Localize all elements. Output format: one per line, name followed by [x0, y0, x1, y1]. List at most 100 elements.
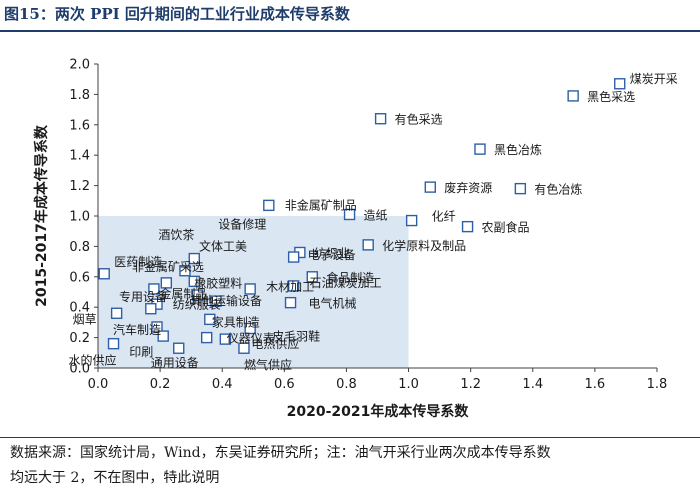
data-point [200, 331, 213, 344]
point-label: 专用设备 [119, 289, 167, 304]
data-point [287, 280, 300, 292]
x-tick-label: 1.0 [398, 377, 419, 392]
y-tick-label: 1.0 [69, 210, 90, 225]
data-point [474, 143, 486, 155]
data-point [238, 342, 250, 354]
data-point [514, 182, 527, 195]
x-tick-label: 0.0 [88, 377, 109, 392]
point-label: 酒饮茶 [158, 227, 194, 242]
x-tick-label: 1.8 [647, 377, 668, 392]
data-point [107, 337, 120, 350]
data-point [306, 271, 318, 283]
data-point [191, 289, 204, 301]
data-point [210, 295, 222, 307]
data-point [148, 283, 160, 295]
y-tick-label: 1.6 [69, 118, 90, 133]
point-label: 黑色采选 [587, 90, 635, 104]
point-label: 石油煤炭加工 [310, 276, 382, 290]
point-label: 印刷 [129, 345, 153, 359]
point-label: 木材加工 [266, 280, 314, 294]
data-point [461, 220, 474, 233]
x-tick-label: 0.6 [274, 377, 295, 392]
data-point [151, 321, 163, 333]
x-tick-label: 1.4 [522, 377, 543, 392]
data-point [160, 277, 173, 289]
point-label: 化纤 [432, 210, 456, 224]
x-tick-label: 1.2 [460, 377, 481, 392]
point-label: 非金属矿采选 [132, 259, 204, 274]
point-label: 造纸 [364, 208, 388, 222]
point-label: 医药制造 [114, 255, 162, 269]
y-tick-label: 2.0 [69, 58, 90, 73]
point-label: 汽车制造 [113, 322, 161, 337]
x-tick-label: 0.4 [212, 377, 233, 392]
point-label: 非金属矿制品 [285, 197, 357, 212]
data-point [405, 214, 418, 227]
point-label: 煤炭开采 [630, 72, 678, 86]
point-label: 农副食品 [482, 220, 530, 235]
point-label: 皮毛羽鞋 [272, 328, 320, 343]
data-point [188, 252, 200, 265]
point-label: 有色采选 [395, 113, 443, 127]
data-point [287, 251, 300, 263]
data-point [110, 307, 123, 319]
data-point [188, 275, 200, 288]
data-point [179, 265, 191, 277]
point-label: 烟草 [73, 312, 97, 326]
source-line-2: 均远大于 2，不在图中，特此说明 [10, 470, 220, 486]
data-point [98, 268, 110, 280]
source-line-1: 数据来源：国家统计局，Wind，东吴证券研究所；注：油气开采行业两次成本传导系数 [10, 445, 551, 461]
point-label: 废弃资源 [444, 180, 492, 195]
point-label: 水的供应 [69, 353, 117, 368]
point-label: 食品制造 [326, 270, 374, 285]
point-label: 黑色冶炼 [494, 142, 542, 157]
data-point [567, 90, 579, 102]
data-point [145, 303, 157, 315]
point-label: 电子设备 [308, 248, 356, 262]
x-tick-label: 0.2 [150, 377, 171, 392]
y-tick-label: 0.0 [69, 362, 90, 377]
source-note: 数据来源：国家统计局，Wind，东吴证券研究所；注：油气开采行业两次成本传导系数… [10, 441, 694, 491]
y-tick-label: 1.4 [69, 149, 90, 164]
point-label: 化学原料及制品 [382, 238, 466, 253]
y-tick-label: 0.4 [69, 301, 90, 316]
point-label: 燃气供应 [244, 357, 292, 372]
y-tick-label: 1.8 [69, 88, 90, 103]
y-axis-title: 2015-2017年成本传导系数 [33, 124, 50, 307]
x-tick-label: 1.6 [585, 377, 606, 392]
data-point [219, 333, 232, 345]
x-tick-label: 0.8 [336, 377, 357, 392]
data-point [263, 199, 275, 212]
y-tick-label: 1.2 [69, 179, 90, 194]
data-point [157, 330, 169, 342]
point-label: 金属制品 [159, 286, 207, 301]
point-label: 纺织服装 [173, 298, 221, 312]
point-label: 仪器仪表 [227, 332, 275, 346]
y-tick-label: 0.8 [69, 240, 90, 255]
point-label: 通用设备 [151, 356, 199, 370]
data-point [244, 283, 256, 295]
figure-title: 图15：两次 PPI 回升期间的工业行业成本传导系数 [4, 5, 350, 23]
y-tick-label: 0.2 [69, 331, 90, 346]
data-point [374, 113, 387, 125]
point-label: 橡胶塑料 [194, 275, 242, 290]
point-label: 设备修理 [218, 217, 266, 232]
data-point [343, 208, 356, 221]
point-label: 电热供应 [251, 336, 299, 351]
point-label: 有色冶炼 [534, 182, 582, 197]
footer-rule [0, 437, 700, 438]
data-point [204, 313, 216, 326]
point-label: 其他运输设备 [190, 293, 262, 308]
data-point [244, 322, 256, 335]
data-point [614, 78, 626, 90]
point-label: 文体工美 [199, 239, 247, 254]
data-point [173, 342, 185, 354]
title-rule [0, 30, 700, 32]
point-label: 电气机械 [309, 296, 357, 311]
scatter-chart: 0.0 0.2 0.4 0.6 0.8 1.0 1.2 1.4 1.6 1.8 0.0 0.2 0.4 0… [33, 58, 678, 421]
data-point [424, 181, 436, 193]
point-label: 纺织业 [314, 246, 350, 260]
data-point [284, 296, 297, 309]
point-label: 家具制造 [212, 314, 260, 329]
x-axis-title: 2020-2021年成本传导系数 [287, 403, 470, 420]
